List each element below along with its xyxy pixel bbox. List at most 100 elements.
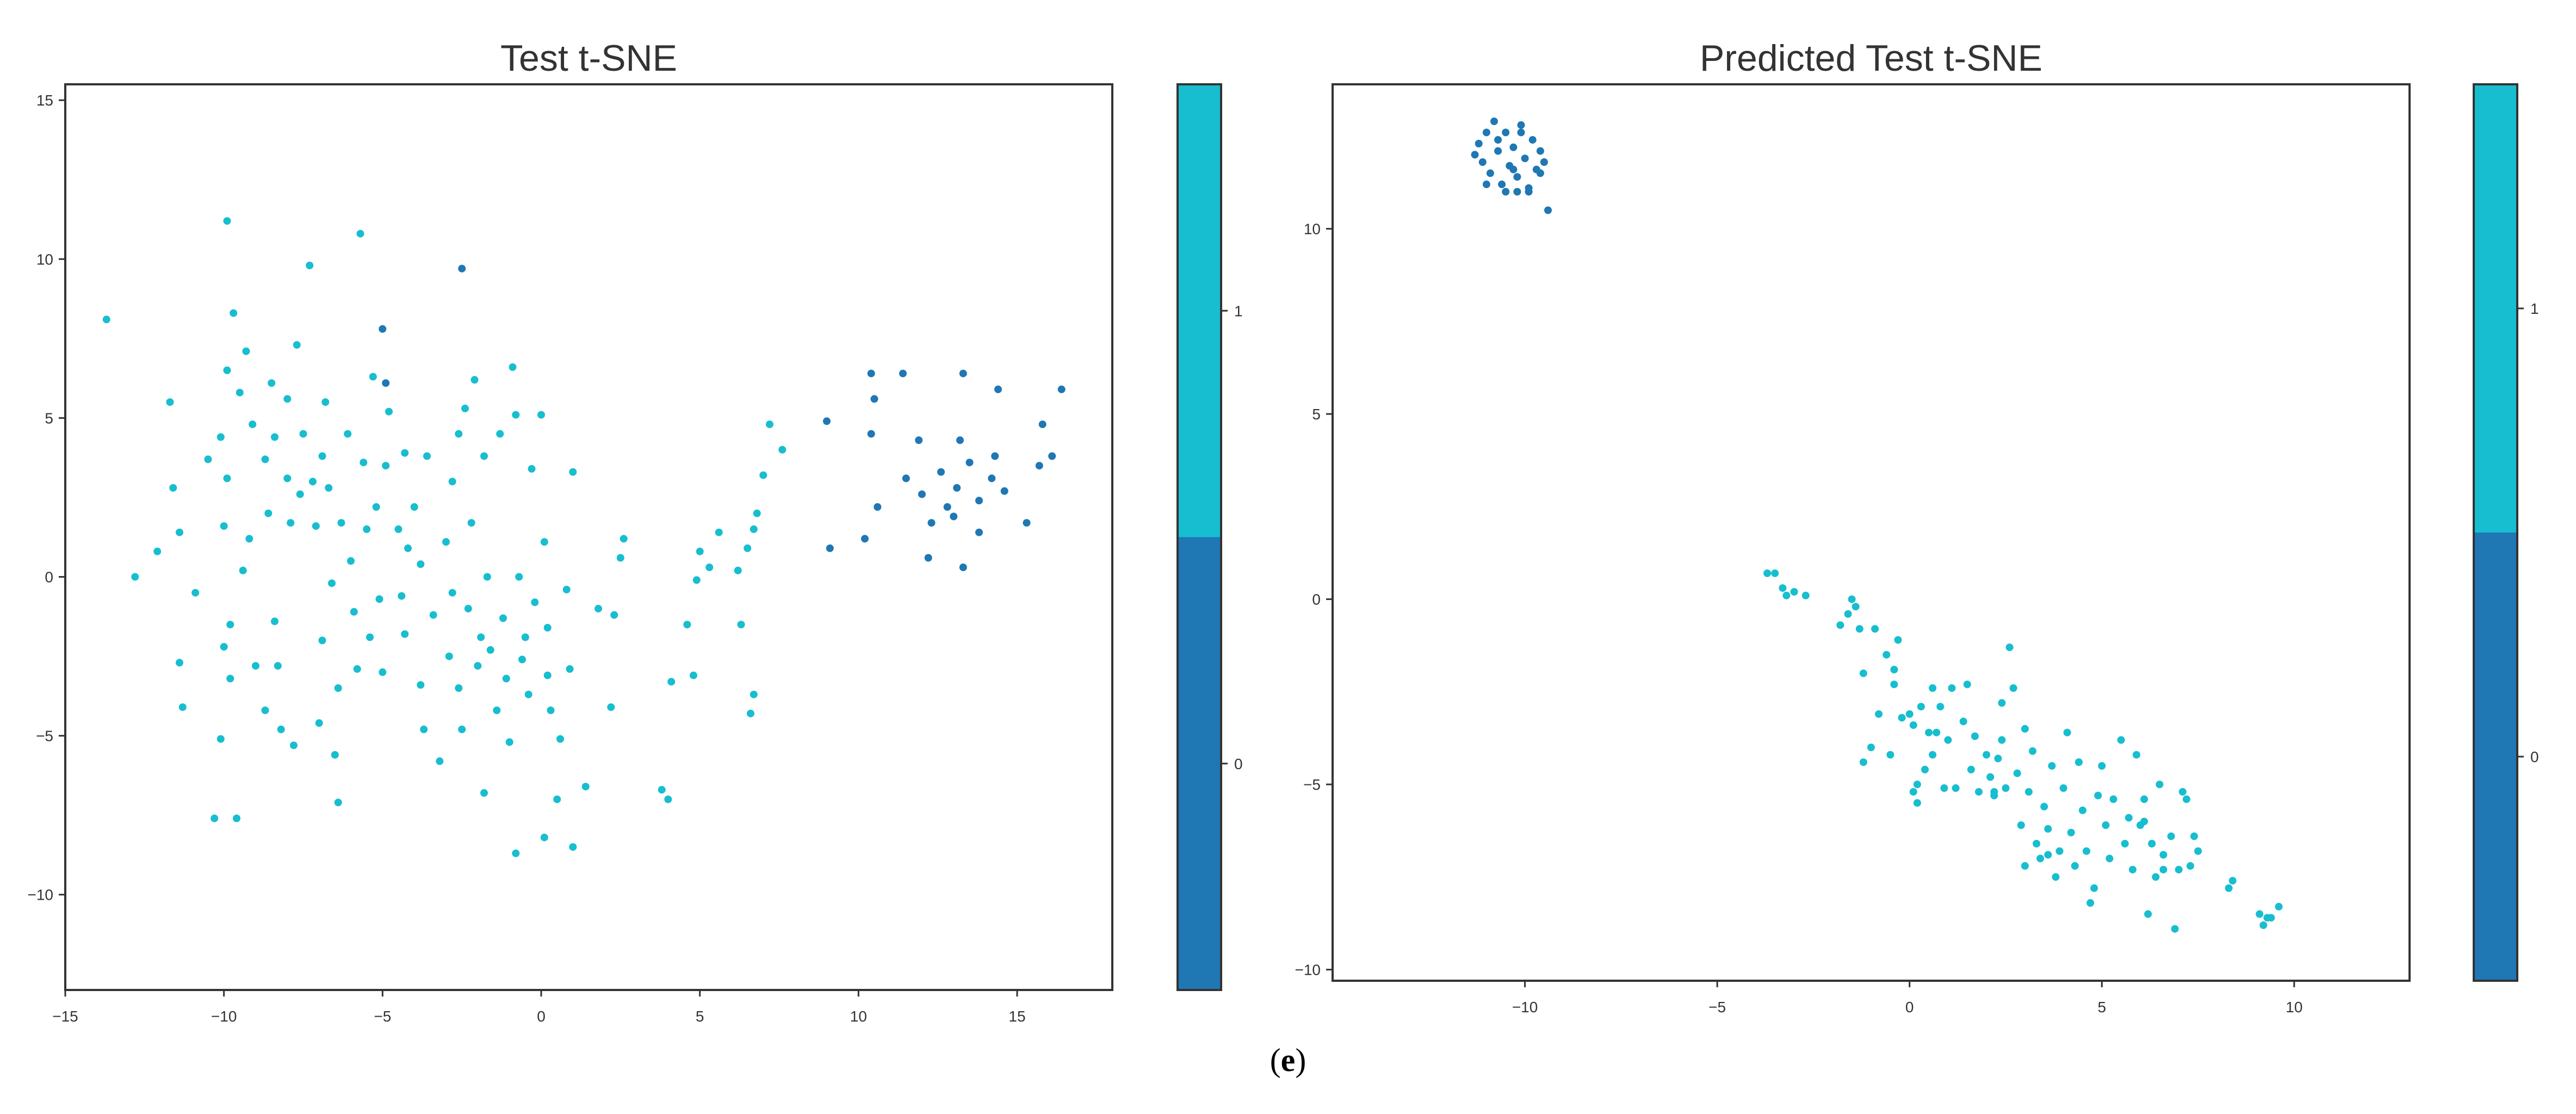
data-point-class-1 [299, 430, 307, 438]
data-point-class-1 [2048, 762, 2056, 770]
data-point-class-1 [417, 681, 425, 689]
colorbar-tick-label: 0 [2530, 748, 2539, 765]
data-point-class-1 [461, 404, 469, 412]
data-point-class-1 [2078, 806, 2086, 814]
data-point-class-0 [994, 385, 1002, 393]
data-point-class-1 [252, 662, 259, 670]
data-point-class-1 [496, 430, 504, 438]
data-point-class-0 [1513, 173, 1521, 181]
data-point-class-1 [1779, 584, 1787, 592]
colorbar-tick-label: 0 [1234, 756, 1243, 772]
data-point-class-1 [347, 557, 355, 565]
data-point-class-1 [1894, 636, 1902, 644]
data-point-class-1 [1998, 736, 2006, 744]
data-point-class-0 [870, 395, 878, 403]
data-point-class-1 [2040, 802, 2048, 810]
data-point-class-1 [518, 655, 526, 664]
data-point-class-1 [102, 315, 110, 324]
data-point-class-1 [442, 538, 450, 546]
data-point-class-1 [131, 573, 139, 581]
data-point-class-1 [210, 814, 219, 822]
y-tick-label: 10 [1304, 221, 1321, 238]
data-point-class-1 [547, 706, 555, 714]
data-point-class-1 [515, 573, 523, 581]
data-point-class-1 [455, 684, 463, 692]
data-point-class-0 [943, 503, 951, 511]
data-point-class-0 [950, 512, 958, 521]
data-point-class-0 [1482, 180, 1490, 188]
data-point-class-1 [455, 430, 463, 438]
data-point-class-1 [2125, 814, 2133, 822]
data-point-class-1 [344, 430, 352, 438]
data-point-class-1 [2052, 873, 2060, 881]
data-point-class-1 [283, 395, 292, 403]
data-point-class-0 [867, 369, 875, 377]
data-point-class-1 [737, 621, 745, 629]
data-point-class-1 [480, 789, 488, 797]
data-point-class-1 [2132, 751, 2140, 759]
data-point-class-1 [337, 519, 345, 527]
data-point-class-1 [692, 576, 701, 584]
data-point-class-1 [610, 611, 618, 619]
data-point-class-1 [553, 795, 561, 803]
data-point-class-1 [556, 735, 564, 743]
data-point-class-0 [1509, 165, 1518, 174]
y-tick-label: −10 [1295, 962, 1321, 979]
data-point-class-1 [1929, 684, 1937, 692]
data-point-class-1 [1898, 714, 1906, 722]
data-point-class-1 [363, 525, 371, 533]
data-point-class-1 [464, 604, 472, 612]
colorbar-segment [1178, 537, 1221, 990]
data-point-class-1 [2071, 862, 2079, 870]
data-point-class-1 [223, 474, 231, 482]
data-point-class-1 [569, 468, 577, 476]
data-point-class-1 [493, 706, 501, 714]
data-point-class-1 [1936, 703, 1945, 711]
data-point-class-1 [2021, 725, 2029, 733]
data-point-class-1 [2059, 784, 2067, 792]
data-point-class-1 [398, 592, 406, 600]
axes-frame [64, 83, 1113, 991]
colorbar: 01 [2473, 83, 2539, 982]
data-point-class-1 [747, 709, 754, 717]
data-point-class-1 [607, 703, 615, 711]
data-point-class-1 [1836, 621, 1844, 629]
data-point-class-1 [2159, 865, 2168, 874]
data-point-class-1 [2106, 855, 2114, 863]
data-point-class-1 [191, 589, 200, 597]
chart-title: Predicted Test t-SNE [1700, 38, 2042, 79]
plot-area [1471, 117, 2283, 933]
data-point-class-0 [1494, 147, 1502, 155]
data-point-class-0 [899, 369, 907, 377]
data-point-class-1 [1801, 591, 1810, 599]
data-point-class-1 [1921, 765, 1929, 773]
data-point-class-1 [448, 589, 456, 597]
data-point-class-1 [2144, 910, 2152, 918]
y-tick-label: 15 [36, 92, 53, 109]
data-point-class-0 [826, 544, 834, 552]
data-point-class-1 [537, 411, 545, 419]
colorbar-frame [1176, 83, 1222, 991]
data-point-class-1 [176, 528, 183, 536]
data-point-class-1 [328, 579, 336, 587]
data-point-class-1 [2005, 643, 2014, 652]
data-point-class-1 [1852, 603, 1860, 611]
data-point-class-1 [1929, 751, 1937, 759]
data-point-class-1 [1875, 710, 1883, 718]
data-point-class-1 [353, 665, 361, 673]
data-point-class-1 [486, 646, 494, 654]
data-point-class-1 [360, 459, 368, 467]
data-point-class-0 [953, 484, 961, 492]
x-tick-label: 5 [696, 1008, 704, 1025]
data-point-class-1 [2029, 747, 2036, 755]
data-point-class-1 [261, 455, 269, 463]
data-point-class-1 [1790, 588, 1798, 596]
data-point-class-1 [2094, 791, 2102, 800]
data-point-class-1 [690, 671, 697, 679]
x-tick-label: −5 [1708, 999, 1726, 1016]
x-tick-label: 0 [1905, 999, 1914, 1016]
data-point-class-0 [1490, 117, 1498, 126]
data-point-class-1 [1859, 758, 1867, 766]
data-point-class-1 [242, 347, 250, 355]
